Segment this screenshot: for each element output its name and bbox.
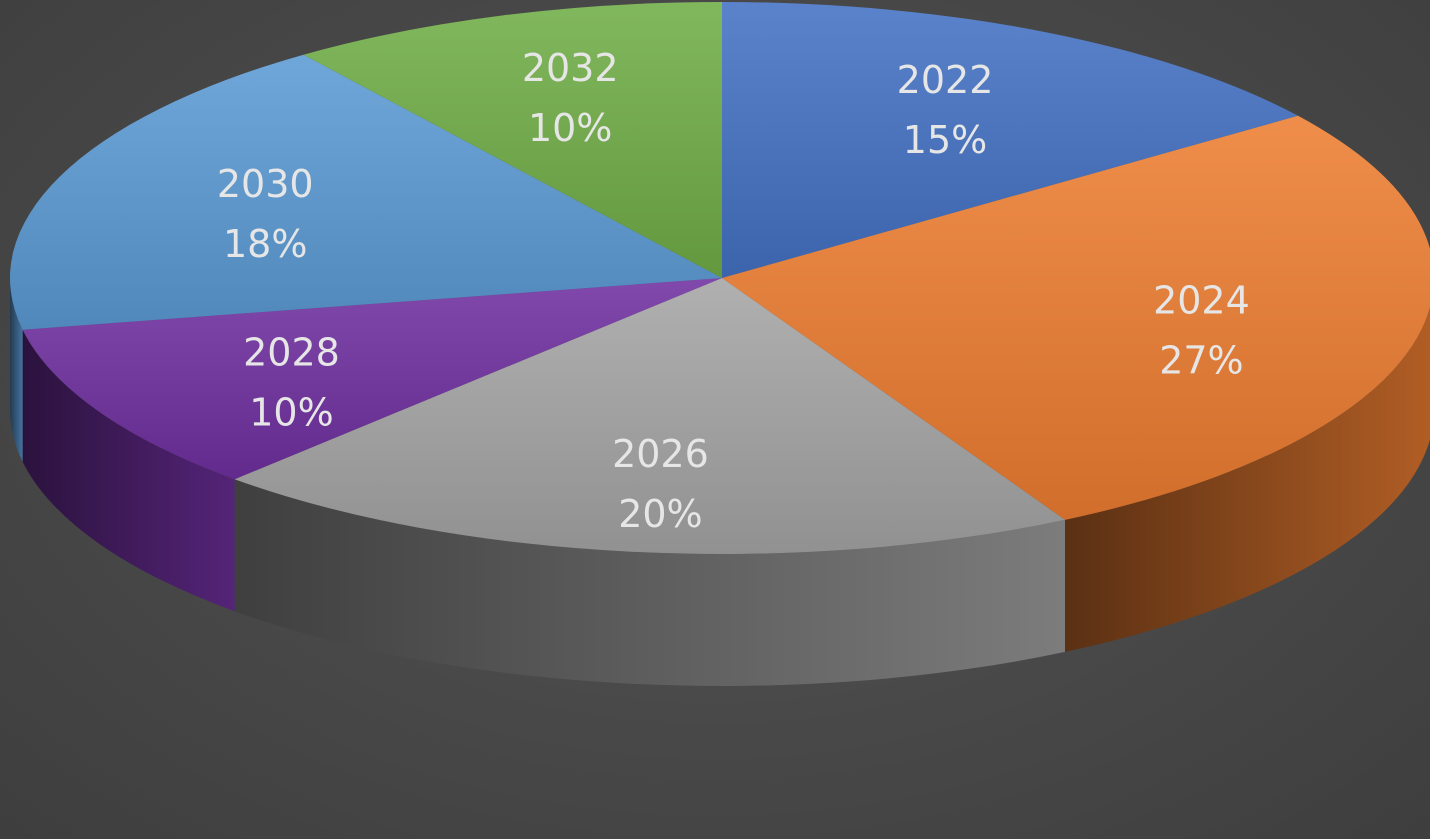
slice-category-label: 2024 <box>1153 278 1250 322</box>
slice-category-label: 2030 <box>217 162 314 206</box>
slice-value-label: 20% <box>618 492 702 536</box>
pie-slice-2032[interactable] <box>303 2 722 278</box>
slice-value-label: 15% <box>903 118 987 162</box>
pie-top-faces <box>10 2 1430 554</box>
pie-labels: 2022 15% 2024 27% 2026 20% 2028 10% 2030 18% 2032 1… <box>217 46 1250 536</box>
slice-category-label: 2032 <box>522 46 619 90</box>
pie-slice-2030[interactable] <box>10 54 723 330</box>
slice-category-label: 2022 <box>897 58 994 102</box>
pie-side-walls <box>10 278 1430 686</box>
pie-slice-2026[interactable] <box>234 278 1066 554</box>
pie-side-2026 <box>234 479 1066 686</box>
pie-slice-2028[interactable] <box>22 278 723 480</box>
slice-value-label: 10% <box>249 391 333 435</box>
slice-value-label: 10% <box>528 106 612 150</box>
slice-value-label: 18% <box>223 222 307 266</box>
pie-side-2030 <box>10 278 23 462</box>
slice-category-label: 2026 <box>612 432 709 476</box>
slice-category-label: 2028 <box>243 331 340 375</box>
pie-side-2024 <box>1065 306 1430 652</box>
slice-value-label: 27% <box>1159 338 1243 382</box>
pie-slice-2024[interactable] <box>722 115 1430 520</box>
pie-slice-2022[interactable] <box>722 2 1299 278</box>
pie-side-2028 <box>22 329 235 612</box>
